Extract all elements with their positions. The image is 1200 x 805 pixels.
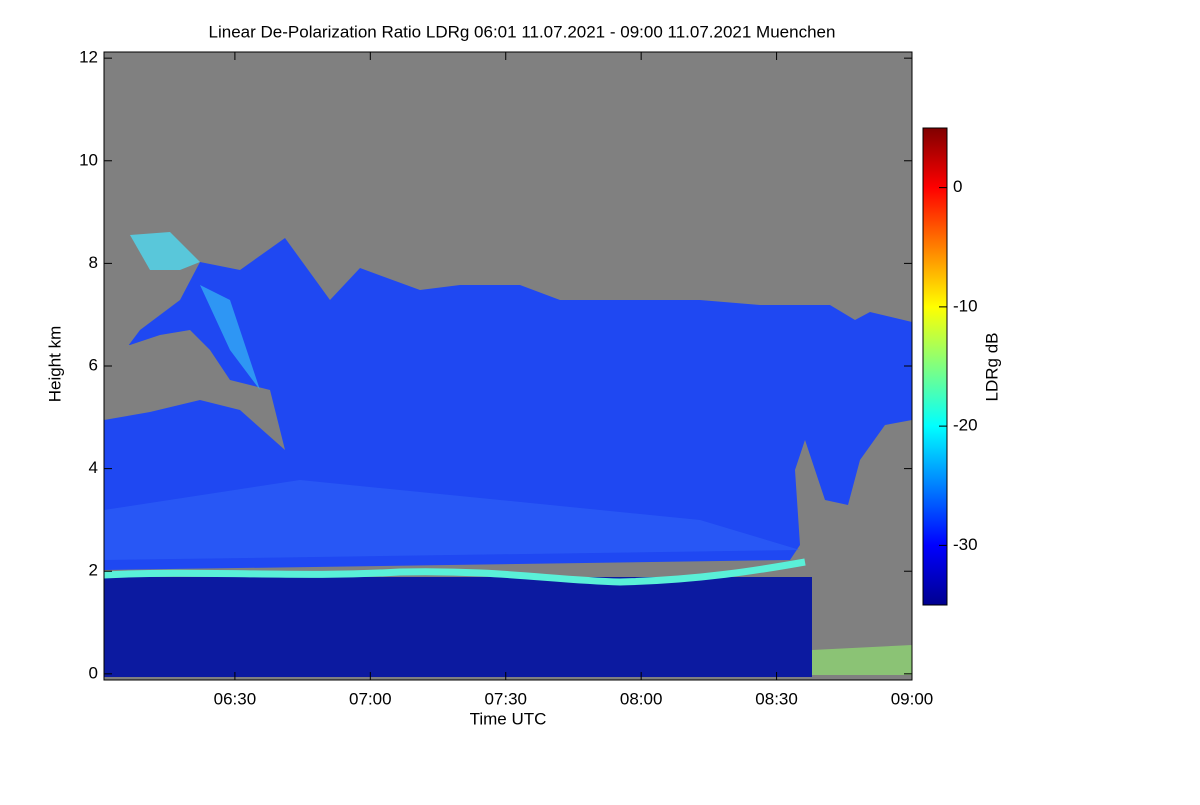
- cloud-base: [104, 558, 806, 586]
- colorbar-label: LDRg dB: [982, 333, 1001, 402]
- colorbar-tick-label: 0: [953, 177, 962, 196]
- colorbar-tick-label: -30: [953, 535, 978, 554]
- depol-patch: [130, 232, 200, 270]
- x-tick-label: 07:30: [484, 689, 527, 708]
- heatmap-image: [104, 52, 912, 680]
- x-axis-label: Time UTC: [470, 709, 547, 728]
- boundary-layer: [104, 577, 812, 677]
- y-tick-label: 2: [89, 561, 98, 580]
- colorbar: [922, 127, 948, 606]
- x-tick-label: 08:00: [620, 689, 663, 708]
- depol-patch: [200, 285, 260, 390]
- y-tick-label: 0: [89, 663, 98, 682]
- y-tick-label: 6: [89, 355, 98, 374]
- clear-gap: [104, 330, 285, 450]
- colorbar-tick-label: -20: [953, 416, 978, 435]
- y-tick-label: 8: [89, 253, 98, 272]
- x-tick-label: 08:30: [755, 689, 798, 708]
- y-axis-label: Height km: [45, 326, 64, 403]
- colorbar-tick-label: -10: [953, 296, 978, 315]
- x-tick-label: 07:00: [349, 689, 392, 708]
- x-tick-label: 09:00: [891, 689, 934, 708]
- speckle: [812, 645, 912, 675]
- y-tick-label: 10: [79, 150, 98, 169]
- y-tick-label: 4: [89, 458, 98, 477]
- aerosol-layer: [104, 480, 800, 560]
- x-tick-label: 06:30: [214, 689, 257, 708]
- y-tick-label: 12: [79, 48, 98, 67]
- chart-title: Linear De-Polarization Ratio LDRg 06:01 …: [209, 22, 836, 41]
